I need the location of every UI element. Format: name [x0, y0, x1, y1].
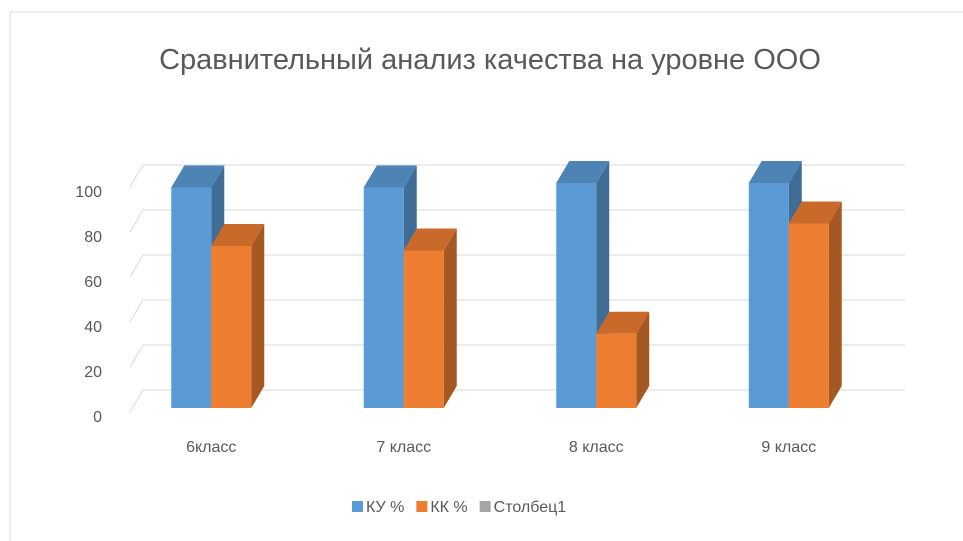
y-tick-label: 100 [75, 184, 102, 201]
legend-label: КУ % [366, 499, 404, 516]
x-tick-label: 6класс [186, 439, 236, 456]
y-tick-label: 40 [84, 319, 102, 336]
bar-top [211, 224, 265, 246]
bar-top [596, 311, 650, 334]
bar-side [636, 311, 650, 408]
bar-top [556, 161, 610, 183]
y-tick-label: 20 [84, 364, 102, 381]
legend-swatch [352, 501, 363, 512]
grid-line [129, 164, 905, 188]
legend-label: КК % [430, 499, 467, 516]
legend-swatch [479, 501, 491, 512]
legend-swatch [416, 501, 428, 512]
bar-top [748, 161, 802, 183]
bar [363, 187, 404, 408]
bar-top [363, 165, 417, 188]
grid-line [129, 344, 905, 368]
bar [596, 333, 637, 408]
bar [556, 183, 597, 408]
x-tick-label: 9 класс [761, 439, 816, 456]
bar [403, 250, 444, 408]
bar [211, 246, 252, 408]
bar-top [788, 201, 842, 224]
y-tick-label: 60 [84, 274, 102, 291]
bar-side [828, 201, 842, 408]
grid-line [129, 209, 905, 233]
bar-side [251, 224, 265, 408]
grid-line [129, 389, 905, 413]
bar [788, 223, 829, 408]
bar-top [171, 165, 225, 188]
y-tick-label: 0 [93, 409, 102, 426]
grid-line [129, 254, 905, 278]
bar-side [443, 228, 457, 408]
x-tick-label: 8 класс [569, 439, 624, 456]
bar [171, 187, 212, 408]
bar-top [403, 228, 457, 251]
chart-title: Сравнительный анализ качества на уровне … [159, 44, 821, 76]
x-tick-label: 7 класс [376, 439, 431, 456]
chart-border [9, 11, 963, 541]
grid-line [129, 299, 905, 323]
y-tick-label: 80 [84, 229, 102, 246]
legend-label: Столбец1 [494, 499, 567, 516]
bar [748, 183, 789, 408]
